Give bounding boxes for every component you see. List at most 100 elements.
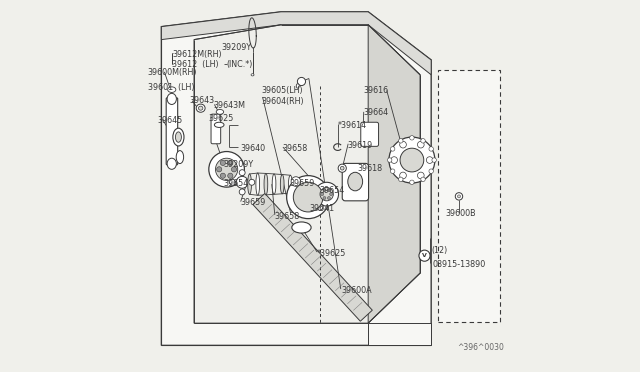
Text: ^396^0030: ^396^0030 [457, 343, 504, 352]
Circle shape [391, 157, 397, 163]
Text: 39600A: 39600A [342, 286, 372, 295]
Ellipse shape [248, 174, 252, 194]
Circle shape [220, 160, 225, 166]
Circle shape [429, 169, 433, 173]
Circle shape [287, 176, 330, 219]
Text: 39612  (LH): 39612 (LH) [173, 60, 219, 69]
Ellipse shape [272, 174, 276, 194]
Ellipse shape [196, 104, 205, 112]
Ellipse shape [168, 87, 176, 92]
Circle shape [417, 172, 424, 179]
Text: *39625: *39625 [317, 249, 346, 258]
Text: 39658: 39658 [282, 144, 307, 153]
Circle shape [323, 196, 326, 199]
Text: 39664: 39664 [364, 108, 389, 117]
Ellipse shape [289, 175, 292, 193]
Text: 39654: 39654 [319, 186, 344, 195]
Ellipse shape [338, 164, 346, 172]
Circle shape [390, 147, 395, 151]
Text: 39659: 39659 [290, 179, 315, 187]
FancyBboxPatch shape [361, 122, 378, 146]
Circle shape [321, 193, 324, 196]
Text: 39612M(RH): 39612M(RH) [173, 50, 222, 59]
Text: (INC.*): (INC.*) [227, 60, 253, 69]
Ellipse shape [317, 199, 323, 211]
FancyBboxPatch shape [342, 163, 369, 201]
FancyBboxPatch shape [166, 98, 178, 165]
Text: 39600B: 39600B [445, 209, 476, 218]
Ellipse shape [292, 222, 311, 233]
Circle shape [400, 172, 406, 179]
Ellipse shape [256, 173, 260, 195]
Ellipse shape [176, 151, 184, 164]
Circle shape [323, 189, 326, 192]
Circle shape [417, 141, 424, 148]
Circle shape [228, 173, 233, 178]
Text: 39641: 39641 [310, 204, 335, 213]
Circle shape [220, 173, 225, 178]
Text: 39618: 39618 [358, 164, 383, 173]
Circle shape [293, 182, 323, 212]
Ellipse shape [173, 128, 184, 146]
Polygon shape [368, 25, 420, 323]
Text: 39604(RH): 39604(RH) [262, 97, 304, 106]
Text: 39601  (LH): 39601 (LH) [148, 83, 194, 92]
Text: 39659: 39659 [240, 198, 266, 207]
Text: 39640: 39640 [240, 144, 266, 153]
Circle shape [421, 139, 425, 143]
Circle shape [216, 167, 222, 172]
Text: 39616: 39616 [364, 86, 389, 95]
Text: 39209Y: 39209Y [223, 160, 254, 169]
Circle shape [239, 170, 245, 176]
Text: 39209Y: 39209Y [221, 42, 252, 51]
Text: 39625: 39625 [208, 114, 234, 123]
Circle shape [399, 139, 403, 143]
Polygon shape [161, 12, 431, 75]
Circle shape [216, 158, 237, 180]
Circle shape [400, 141, 406, 148]
Circle shape [389, 137, 435, 183]
Circle shape [249, 179, 255, 185]
Text: *39614: *39614 [338, 122, 367, 131]
Ellipse shape [348, 172, 363, 191]
Text: 39658: 39658 [275, 212, 300, 221]
Circle shape [291, 177, 301, 186]
Circle shape [228, 160, 233, 166]
Text: 39643: 39643 [189, 96, 214, 105]
Ellipse shape [280, 174, 284, 194]
Ellipse shape [340, 166, 344, 170]
Text: V: V [422, 253, 427, 258]
Circle shape [432, 158, 436, 162]
Text: 39643M: 39643M [213, 101, 245, 110]
Circle shape [426, 157, 433, 163]
Circle shape [399, 177, 403, 182]
Circle shape [390, 169, 395, 173]
Polygon shape [368, 323, 431, 345]
Text: 39645: 39645 [157, 116, 183, 125]
Ellipse shape [214, 122, 224, 128]
Circle shape [421, 177, 425, 182]
Ellipse shape [251, 74, 254, 76]
Ellipse shape [167, 158, 177, 169]
Ellipse shape [175, 132, 181, 142]
Text: 08915-13890: 08915-13890 [433, 260, 486, 269]
Circle shape [419, 250, 430, 261]
Circle shape [236, 176, 248, 188]
Text: 39605(LH): 39605(LH) [262, 86, 303, 95]
Circle shape [315, 182, 339, 206]
FancyBboxPatch shape [438, 70, 500, 323]
Circle shape [230, 179, 236, 185]
Ellipse shape [167, 93, 177, 105]
Circle shape [330, 193, 333, 196]
Text: 39600M(RH): 39600M(RH) [148, 68, 197, 77]
FancyBboxPatch shape [211, 114, 221, 144]
Ellipse shape [296, 84, 300, 88]
Circle shape [320, 187, 333, 201]
Circle shape [400, 148, 424, 172]
Circle shape [410, 180, 414, 185]
Circle shape [298, 77, 305, 86]
Circle shape [239, 189, 245, 195]
Polygon shape [194, 25, 420, 323]
Circle shape [328, 196, 330, 199]
Ellipse shape [198, 106, 203, 110]
